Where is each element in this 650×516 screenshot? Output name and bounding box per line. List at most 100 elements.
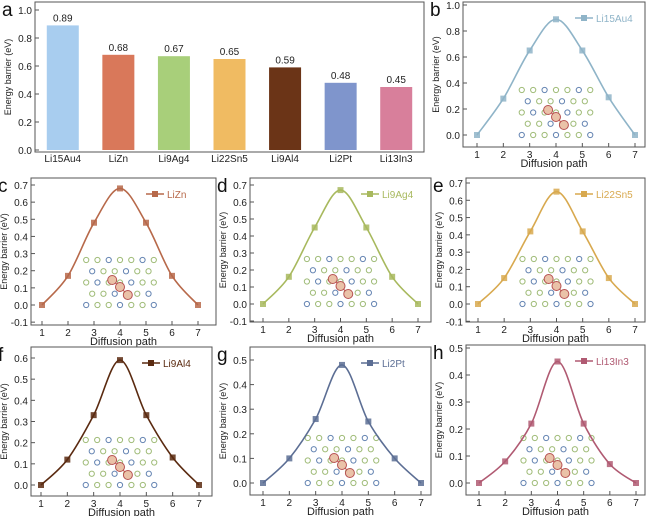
- x-axis-label: Diffusion path: [90, 336, 157, 348]
- y-tick-label: -0.1: [446, 317, 464, 328]
- data-point: [143, 219, 149, 226]
- atom: [587, 278, 594, 285]
- y-tick-label: 0.4: [449, 231, 463, 242]
- atom: [520, 457, 527, 464]
- data-point: [339, 361, 345, 368]
- y-tick-label: 0.6: [18, 62, 32, 73]
- li-atom: [551, 112, 561, 122]
- atom: [139, 459, 146, 466]
- legend-label: Li15Au4: [596, 14, 633, 25]
- atom: [519, 300, 526, 308]
- atom: [322, 446, 329, 453]
- x-tick-label: 4: [117, 328, 123, 339]
- x-tick-label: 7: [418, 498, 424, 509]
- atom: [541, 131, 548, 139]
- x-tick-label: 4: [339, 498, 345, 509]
- atom: [575, 109, 582, 116]
- atom: [333, 446, 340, 453]
- atom: [554, 479, 561, 487]
- data-point: [553, 188, 560, 195]
- legend-marker: [581, 191, 587, 197]
- atom: [88, 448, 95, 455]
- atom: [536, 120, 543, 127]
- atom: [134, 268, 141, 275]
- atom: [531, 479, 538, 487]
- li-atom: [115, 282, 125, 292]
- y-tick-label: 0.0: [446, 131, 460, 142]
- bar-value-label: 0.67: [164, 44, 184, 55]
- data-point: [117, 185, 123, 192]
- x-tick-label: 6: [169, 328, 175, 339]
- legend-marker: [367, 191, 373, 197]
- y-tick-label: 0.4: [233, 232, 247, 243]
- x-tick-label: 1: [39, 328, 45, 339]
- panel-label: g: [217, 345, 228, 366]
- atom: [100, 290, 107, 297]
- atom: [94, 256, 101, 264]
- atom: [541, 86, 548, 94]
- y-tick-label: 0.1: [449, 452, 463, 463]
- panel-d: d -0.1 0.0 0.1 0.2 0.3 0.4 0.5 0.6 0.7 Energy barr…: [217, 176, 432, 345]
- atom: [145, 268, 152, 275]
- x-tick-label: 1: [260, 325, 266, 336]
- atom: [111, 268, 118, 275]
- atom: [531, 457, 538, 464]
- atom: [100, 448, 107, 455]
- atom: [139, 256, 146, 264]
- y-tick-label: 0.2: [233, 430, 247, 441]
- atom-structure-inset: [83, 256, 157, 309]
- atom: [88, 470, 95, 477]
- bar-LiZn: [102, 54, 135, 150]
- atom: [337, 300, 344, 308]
- data-point: [196, 482, 202, 488]
- data-point: [337, 187, 344, 194]
- atom: [542, 255, 549, 263]
- atom: [338, 479, 346, 487]
- bar-Li22Sn5: [213, 59, 246, 150]
- atom: [518, 131, 525, 139]
- atom: [547, 98, 554, 105]
- x-tick-label: 2: [286, 325, 292, 336]
- x-tick-label: 7: [632, 150, 638, 161]
- atom: [348, 255, 355, 263]
- x-tick-label: 2: [65, 499, 71, 510]
- x-tick-label: 5: [366, 498, 372, 509]
- atom: [576, 300, 583, 308]
- y-tick-label: 1.0: [18, 6, 32, 17]
- atom: [581, 98, 588, 105]
- y-axis-label: Energy barrier (eV): [434, 382, 444, 459]
- legend-label: Li9Al4: [163, 359, 191, 370]
- atom: [309, 267, 317, 274]
- legend-label: Li2Pt: [382, 359, 405, 370]
- y-tick-label: 0.5: [449, 214, 463, 225]
- panel-b: b 0.0 0.2 0.4 0.6 0.8 1.0 Energy barrier (eV) 1 2…: [430, 0, 646, 170]
- data-point: [526, 47, 533, 54]
- atom: [520, 434, 527, 442]
- atom: [128, 481, 135, 489]
- y-tick-label: 1.0: [446, 1, 460, 12]
- y-tick-label: 0.4: [446, 79, 460, 90]
- x-tick-label: Li13In3: [380, 154, 413, 165]
- panel-label: c: [0, 176, 8, 197]
- x-tick-label: Li9Al4: [271, 154, 299, 165]
- y-tick-label: 0.7: [233, 181, 247, 192]
- atom: [542, 300, 549, 308]
- x-tick-label: 2: [501, 325, 507, 336]
- atom: [128, 436, 135, 444]
- atom: [116, 256, 124, 264]
- atom: [150, 301, 157, 309]
- y-tick-label: 0.5: [14, 215, 28, 226]
- atom-structure-inset: [82, 436, 158, 489]
- atom: [560, 446, 567, 453]
- atom: [100, 268, 107, 275]
- y-axis-label: Energy barrier (eV): [0, 213, 9, 290]
- atom: [139, 481, 146, 489]
- li-atom: [559, 289, 570, 299]
- legend-label: Li22Sn5: [596, 190, 633, 201]
- atom: [558, 98, 566, 105]
- x-tick-label: Li15Au4: [44, 154, 81, 165]
- atom: [321, 289, 328, 296]
- y-tick-label: 0.0: [233, 479, 247, 490]
- atom: [552, 86, 560, 94]
- data-point: [415, 301, 421, 307]
